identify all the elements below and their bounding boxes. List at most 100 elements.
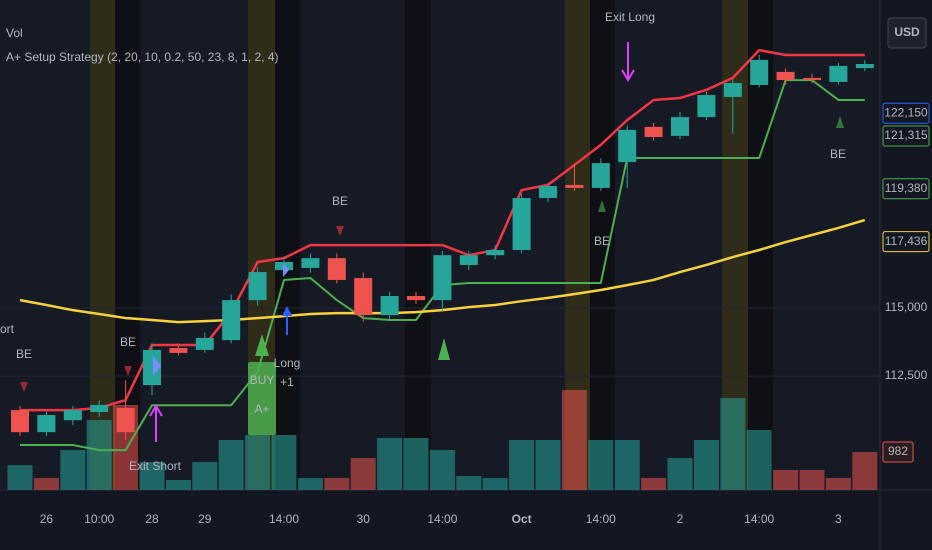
candle-body: [750, 59, 769, 85]
buy-triangle: [438, 338, 450, 360]
annotation: BE: [16, 347, 32, 361]
volume-bar: [218, 439, 244, 490]
price-tag: [882, 178, 930, 200]
x-tick-label: 14:00: [586, 512, 616, 526]
x-tick-label: 26: [40, 512, 54, 526]
candle-body: [723, 83, 742, 97]
x-tick-label: 2: [677, 512, 684, 526]
marker: [153, 356, 161, 376]
candle-body: [776, 71, 795, 81]
annotation: BE: [594, 234, 610, 248]
x-tick-label: 3: [835, 512, 842, 526]
annotation: BE: [830, 147, 846, 161]
indicator-line: [20, 48, 865, 412]
currency-button[interactable]: [887, 17, 927, 49]
volume-bar: [245, 435, 271, 490]
x-tick-label: 14:00: [744, 512, 774, 526]
y-tick-label: 112,500: [885, 368, 928, 382]
annotation: BUY: [250, 373, 275, 387]
annotation: BE: [120, 335, 136, 349]
candle-body: [486, 249, 505, 256]
volume-bar: [693, 439, 719, 490]
marker: [20, 382, 28, 392]
candle-body: [222, 300, 241, 341]
candle-body: [459, 255, 478, 265]
indicator-legend: A+ Setup Strategy (2, 20, 10, 0.2, 50, 2…: [6, 50, 279, 64]
candle-body: [512, 197, 531, 250]
volume-bar: [852, 451, 878, 490]
buy-triangle: [255, 334, 269, 356]
annotations: Exit Long Exit Short Long +1 BUY A+ BE BE BE BE BE…: [0, 10, 927, 473]
volume-bar: [324, 478, 350, 490]
candle-body: [829, 65, 848, 82]
volume-bar: [139, 461, 165, 490]
currency-label[interactable]: USD: [894, 25, 920, 39]
candle-body: [195, 337, 214, 350]
volume-bar: [535, 439, 561, 490]
candle-body: [591, 163, 610, 188]
x-tick-label: 10:00: [84, 512, 114, 526]
annotation: ort: [0, 322, 15, 336]
candle-body: [671, 117, 689, 136]
volume-bar: [588, 439, 614, 490]
volume-bar: [271, 435, 297, 490]
time-axis-background: [0, 490, 880, 550]
annotation: Exit Long: [605, 10, 655, 24]
price-tag: [882, 102, 930, 124]
price-tag: [882, 125, 930, 147]
volume-tag: [882, 441, 914, 463]
volume-bar: [667, 457, 693, 490]
price-tag-label: 121,315: [884, 128, 928, 142]
entry-arrow: [282, 306, 292, 316]
candle-body: [407, 296, 425, 301]
annotation: Exit Short: [129, 459, 182, 473]
marker: [598, 200, 606, 212]
candle-body: [354, 278, 373, 316]
candle-body: [90, 404, 109, 413]
x-tick-label: Oct: [512, 512, 532, 526]
x-tick-label: 30: [357, 512, 371, 526]
annotation: A+: [254, 402, 269, 416]
candle-body: [116, 407, 135, 433]
session-band: [590, 0, 615, 490]
candle-body: [11, 410, 29, 433]
volume-bar: [165, 480, 191, 490]
volume-bar: [641, 478, 667, 490]
volume-tag-label: 982: [888, 444, 908, 458]
price-tag-label: 119,380: [885, 181, 928, 195]
volume-bar: [429, 449, 455, 490]
candle-body: [565, 184, 584, 188]
volume-bar: [7, 464, 33, 490]
volume: [7, 389, 878, 490]
price-tag: [882, 231, 930, 253]
volume-bar: [773, 469, 799, 490]
volume-bar: [377, 437, 403, 490]
exit-arrow: [621, 69, 635, 82]
candle-body: [301, 258, 320, 268]
candles: [11, 54, 874, 441]
marker: [283, 263, 289, 277]
candle-body: [644, 126, 663, 137]
marker: [836, 116, 844, 128]
annotation: +1: [280, 375, 294, 389]
candle-body: [248, 272, 267, 301]
candle-body: [169, 348, 188, 353]
volume-bar: [60, 449, 86, 490]
candle-body: [803, 77, 821, 81]
session-band: [275, 0, 300, 490]
session-band: [90, 0, 115, 490]
volume-bar: [350, 457, 376, 490]
volume-bar: [86, 419, 112, 490]
candle-body: [63, 410, 82, 421]
indicator-legend: Vol: [6, 26, 23, 40]
annotation: BE: [332, 194, 348, 208]
volume-bar: [482, 478, 508, 490]
annotation: Long: [274, 356, 301, 370]
candle-body: [380, 296, 399, 316]
y-tick-label: 115,000: [885, 300, 928, 314]
buy-box: [248, 362, 276, 435]
volume-bar: [614, 439, 640, 490]
candle-body: [618, 129, 637, 163]
